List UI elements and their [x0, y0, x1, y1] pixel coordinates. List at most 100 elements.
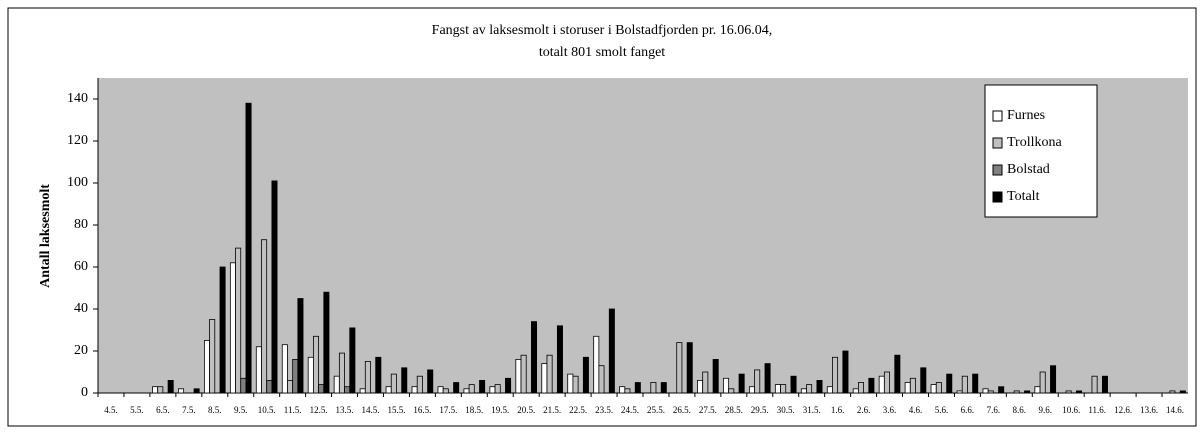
bar: [541, 363, 548, 394]
x-tick-label: 22.5.: [569, 405, 587, 415]
bar: [505, 377, 512, 394]
bar: [593, 335, 600, 394]
legend-swatch: [992, 164, 1003, 176]
bar: [427, 369, 434, 394]
legend-label: Furnes: [1007, 108, 1045, 123]
bar: [572, 375, 579, 394]
bar: [235, 247, 242, 394]
x-tick-label: 8.6.: [1013, 405, 1027, 415]
legend-swatch: [992, 110, 1003, 122]
bar: [209, 319, 216, 394]
bar: [520, 354, 527, 394]
x-tick-label: 4.5.: [104, 405, 118, 415]
bar: [349, 327, 356, 394]
bar: [255, 346, 262, 394]
x-tick-label: 29.5.: [751, 405, 769, 415]
bar: [292, 358, 299, 394]
bar: [401, 367, 408, 394]
x-tick-label: 30.5.: [777, 405, 795, 415]
x-tick-label: 1.6.: [831, 405, 845, 415]
bar: [307, 356, 314, 394]
bar: [157, 386, 164, 394]
x-tick-label: 18.5.: [465, 405, 483, 415]
x-tick-label: 12.6.: [1114, 405, 1132, 415]
bar: [297, 298, 304, 394]
bar: [167, 379, 174, 394]
chart-title: Fangst av laksesmolt i storuser i Bolsta…: [432, 23, 773, 38]
bar: [624, 388, 631, 394]
x-tick-label: 28.5.: [725, 405, 743, 415]
bar: [738, 373, 745, 394]
bar: [780, 384, 787, 394]
x-tick-label: 4.6.: [909, 405, 923, 415]
bar: [152, 386, 159, 394]
bar: [281, 344, 288, 394]
x-tick-label: 5.5.: [130, 405, 144, 415]
bar: [608, 308, 615, 394]
bar: [790, 375, 797, 394]
y-tick-label: 0: [81, 385, 88, 400]
bar: [634, 382, 641, 394]
bar: [998, 386, 1005, 394]
bar: [748, 386, 755, 394]
bar: [676, 342, 683, 394]
bar: [857, 382, 864, 394]
x-tick-label: 31.5.: [803, 405, 821, 415]
chart-subtitle: totalt 801 smolt fanget: [539, 45, 665, 60]
bar: [338, 352, 345, 394]
bar: [852, 388, 859, 394]
bar: [193, 388, 200, 394]
bar: [344, 386, 351, 394]
y-tick-label: 100: [67, 175, 88, 190]
bar: [930, 384, 937, 394]
bar: [800, 388, 807, 394]
bar: [453, 382, 460, 394]
legend-label: Bolstad: [1007, 162, 1050, 177]
x-tick-label: 21.5.: [543, 405, 561, 415]
bar: [479, 379, 486, 394]
bar: [323, 291, 330, 394]
y-tick-label: 120: [67, 133, 88, 148]
x-tick-label: 9.5.: [234, 405, 248, 415]
x-tick-label: 10.6.: [1062, 405, 1080, 415]
bar: [463, 388, 470, 394]
bar: [697, 379, 704, 394]
bar: [1101, 375, 1108, 394]
x-tick-label: 6.5.: [156, 405, 170, 415]
bar: [728, 388, 735, 394]
x-tick-label: 13.5.: [336, 405, 354, 415]
legend-label: Trollkona: [1007, 135, 1063, 150]
y-tick-label: 140: [67, 91, 88, 106]
y-tick-label: 40: [74, 301, 88, 316]
bar: [442, 388, 449, 394]
bar: [385, 386, 392, 394]
bar: [842, 350, 849, 394]
y-tick-label: 20: [74, 343, 88, 358]
x-tick-label: 7.6.: [987, 405, 1001, 415]
bar: [972, 373, 979, 394]
bar: [904, 382, 911, 394]
x-tick-label: 25.5.: [647, 405, 665, 415]
bar: [203, 340, 210, 394]
bar: [816, 379, 823, 394]
bar: [1076, 390, 1083, 394]
bar: [375, 356, 382, 394]
bar: [946, 373, 953, 394]
x-tick-label: 27.5.: [699, 405, 717, 415]
bar: [546, 354, 553, 394]
bar: [686, 342, 693, 394]
bar: [266, 379, 273, 394]
bar: [774, 384, 781, 394]
bar: [920, 367, 927, 394]
bar: [390, 373, 397, 394]
bar: [894, 354, 901, 394]
bar: [229, 262, 236, 394]
x-tick-label: 14.6.: [1166, 405, 1184, 415]
y-tick-label: 80: [74, 217, 88, 232]
x-tick-label: 17.5.: [439, 405, 457, 415]
bar: [935, 382, 942, 394]
bar: [764, 363, 771, 394]
bar: [1169, 390, 1176, 394]
bar: [961, 375, 968, 394]
bar: [883, 371, 890, 394]
